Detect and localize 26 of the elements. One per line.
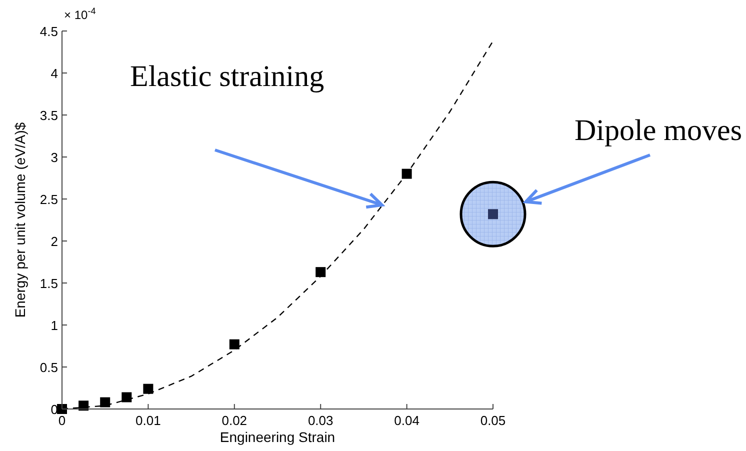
text: Dipole moves: [574, 114, 742, 147]
point: [122, 392, 132, 402]
point: [229, 339, 240, 350]
text: × 10$^{-4}$: [64, 6, 96, 22]
x-tick-label: 0.05: [480, 413, 506, 428]
point: [100, 397, 110, 408]
x-tick-label: 0.03: [308, 413, 334, 428]
y-tick-label: 1.5: [40, 276, 58, 291]
y-tick-label: 4: [50, 66, 58, 81]
x-axis-title: Engineering Strain: [220, 429, 336, 445]
x-tick-label: 0.04: [394, 413, 420, 428]
y-tick-label: 0.5: [40, 360, 58, 375]
x-tick-label: 0.02: [222, 413, 248, 428]
point: [316, 267, 326, 278]
y-tick-label: 3.5: [40, 108, 58, 123]
annotation: Elastic straining: [130, 60, 324, 93]
point: [143, 384, 154, 394]
point: [402, 168, 412, 179]
y-tick-label: 2.5: [40, 192, 58, 207]
x-tick-label: 0.01: [136, 413, 161, 428]
y-tick-label: 2: [50, 234, 58, 249]
y-tick-label: 3: [50, 150, 58, 165]
y-tick-label: 1: [50, 318, 58, 333]
y-tick-label: 4.5: [40, 24, 58, 39]
point: [78, 400, 89, 411]
y-axis-title: Energy per unit volume (eV/A)$: [12, 122, 28, 318]
